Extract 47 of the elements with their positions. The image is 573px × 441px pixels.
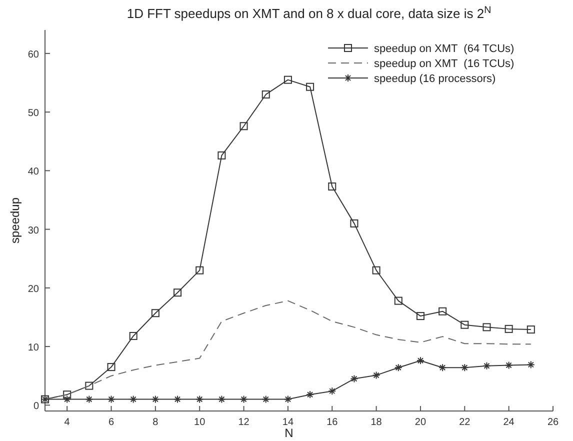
point <box>196 266 204 274</box>
x-tick-label: 22 <box>459 417 471 428</box>
point <box>416 312 424 320</box>
y-tick-label: 40 <box>28 166 40 178</box>
x-tick-label: 16 <box>326 417 338 428</box>
point <box>328 182 336 191</box>
x-tick-label: 26 <box>547 417 559 428</box>
point <box>504 324 513 333</box>
point <box>460 320 469 329</box>
point <box>394 296 402 305</box>
point <box>438 307 447 316</box>
y-tick-label: 10 <box>28 342 40 354</box>
x-tick-label: 18 <box>370 417 382 428</box>
point <box>174 288 182 297</box>
point <box>63 390 72 399</box>
point <box>262 90 270 98</box>
x-tick-label: 20 <box>414 417 426 428</box>
x-tick-label: 12 <box>238 417 250 428</box>
x-tick-label: 10 <box>194 417 206 428</box>
legend-label: speedup on XMT (16 TCUs) <box>374 58 514 70</box>
y-tick-label: 30 <box>28 225 40 236</box>
x-tick-label: 4 <box>64 417 70 428</box>
point <box>482 323 491 332</box>
y-tick-label: 20 <box>28 284 40 295</box>
x-axis-title: N <box>284 426 294 440</box>
point <box>350 219 358 228</box>
y-tick-label: 50 <box>28 108 40 120</box>
point <box>218 151 226 160</box>
legend-label: speedup (16 processors) <box>374 73 496 85</box>
point <box>306 82 314 91</box>
x-tick-label: 6 <box>108 417 114 428</box>
point <box>240 122 248 130</box>
y-tick-label: 0 <box>33 401 40 412</box>
point <box>284 76 292 84</box>
y-tick-label: 60 <box>28 49 40 60</box>
point <box>526 326 535 334</box>
point <box>129 332 138 340</box>
point <box>372 266 380 274</box>
point <box>107 363 116 372</box>
point <box>151 309 160 318</box>
x-tick-label: 8 <box>152 417 159 428</box>
x-tick-label: 24 <box>503 417 515 428</box>
y-axis-title: speedup <box>8 197 22 244</box>
x-tick-label: 14 <box>282 417 294 428</box>
legend-label: speedup on XMT (64 TCUs) <box>374 43 514 55</box>
chart-title: 1D FFT speedups on XMT and on 8 x dual core, data size is 2$^{N}$ <box>126 4 492 21</box>
point <box>85 382 94 390</box>
